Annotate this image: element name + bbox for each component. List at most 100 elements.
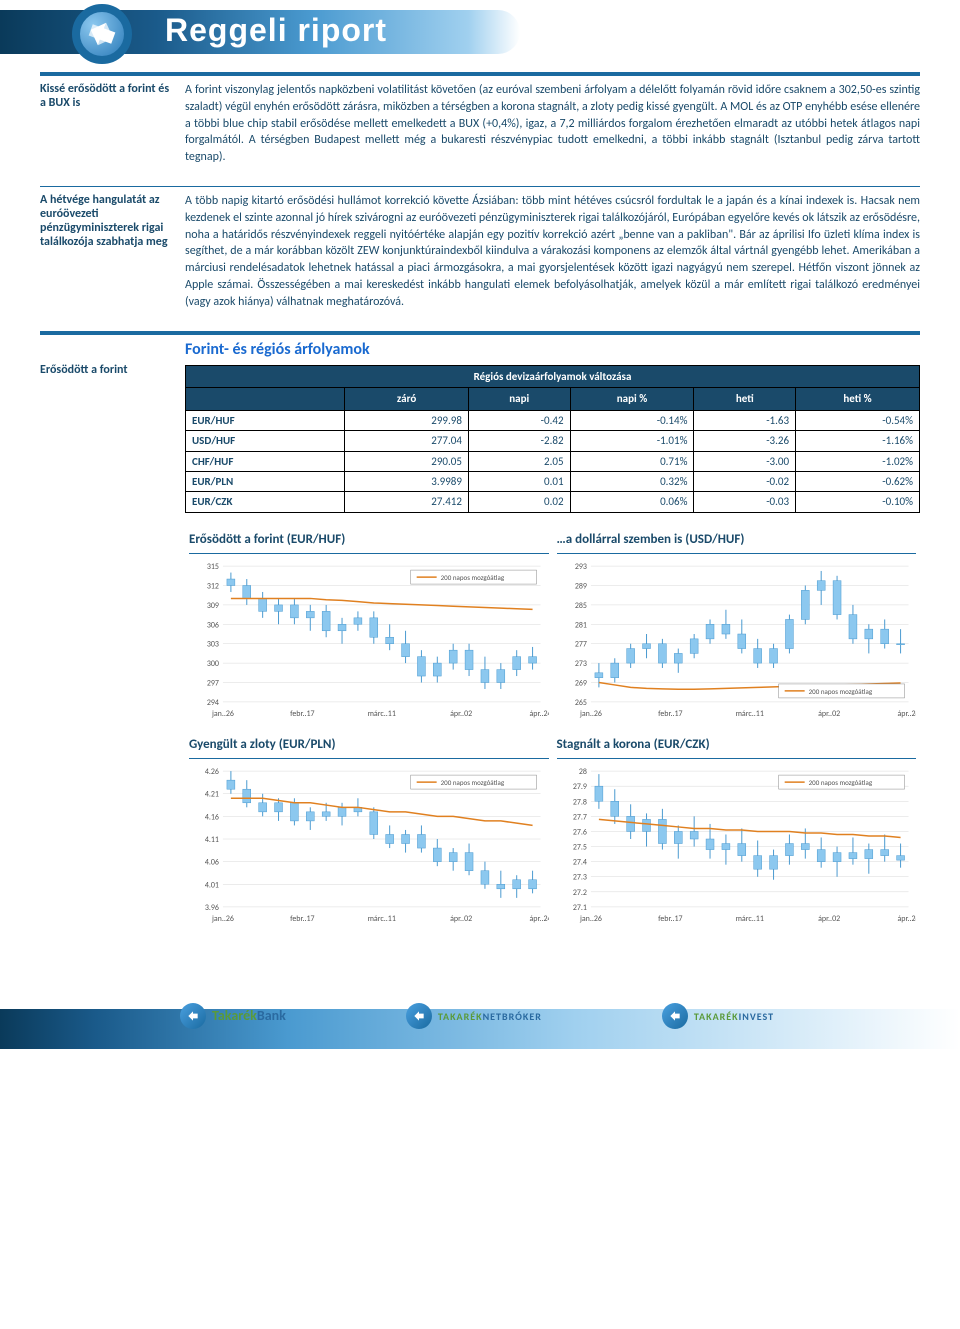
svg-text:269: 269 [574, 678, 586, 688]
table-cell: -0.02 [694, 471, 796, 491]
svg-text:ápr..24: ápr..24 [529, 914, 548, 924]
table-cell: -2.82 [468, 431, 570, 451]
brand3-b: INVEST [739, 1010, 775, 1023]
table-row: CHF/HUF290.052.050.71%-3.00-1.02% [186, 451, 920, 471]
footer-logo-3: TAKARÉKINVEST [662, 1003, 774, 1029]
section-label: Kissé erősödött a forint és a BUX is [40, 76, 185, 178]
brand1-b: Bank [257, 1007, 286, 1024]
svg-text:ápr..24: ápr..24 [897, 914, 916, 924]
arrow-icon [662, 1003, 688, 1029]
svg-text:ápr..02: ápr..02 [450, 914, 472, 924]
section-body: A forint viszonylag jelentős napközbeni … [185, 76, 920, 178]
svg-text:febr..17: febr..17 [658, 914, 682, 924]
table-row: EUR/PLN3.99890.010.32%-0.02-0.62% [186, 471, 920, 491]
svg-text:febr..17: febr..17 [290, 914, 314, 924]
svg-text:márc..11: márc..11 [368, 709, 396, 719]
svg-text:27.7: 27.7 [572, 812, 586, 822]
table-cell: CHF/HUF [186, 451, 345, 471]
table-cell: -1.01% [570, 431, 694, 451]
svg-text:300: 300 [207, 659, 219, 669]
table-cell: 0.02 [468, 492, 570, 512]
svg-text:281: 281 [574, 620, 586, 630]
svg-text:309: 309 [207, 601, 219, 611]
table-cell: -0.42 [468, 410, 570, 430]
table-cell: -1.02% [796, 451, 920, 471]
svg-text:ápr..24: ápr..24 [897, 709, 916, 719]
header-title: Reggeli riport [165, 12, 387, 49]
table-cell: -3.00 [694, 451, 796, 471]
fx-col-header: heti % [796, 388, 920, 410]
chart-title: Gyengült a zloty (EUR/PLN) [189, 734, 549, 759]
table-cell: 2.05 [468, 451, 570, 471]
svg-text:315: 315 [207, 562, 219, 572]
table-cell: 290.05 [345, 451, 469, 471]
table-cell: 27.412 [345, 492, 469, 512]
table-cell: -0.10% [796, 492, 920, 512]
footer: TakarékBank TAKARÉKNETBRÓKER TAKARÉKINVE… [0, 995, 960, 1055]
svg-text:27.4: 27.4 [572, 857, 586, 867]
fx-col-header: heti [694, 388, 796, 410]
svg-text:27.9: 27.9 [572, 782, 586, 792]
header-banner: Reggeli riport [0, 0, 960, 72]
svg-text:4.11: 4.11 [205, 835, 219, 845]
chart-title: Erősödött a forint (EUR/HUF) [189, 529, 549, 554]
footer-logo-2: TAKARÉKNETBRÓKER [406, 1003, 542, 1029]
svg-text:ápr..02: ápr..02 [818, 914, 840, 924]
table-cell: -0.14% [570, 410, 694, 430]
fx-table-header-title: Régiós devizaárfolyamok változása [186, 365, 920, 387]
fx-col-header: napi % [570, 388, 694, 410]
chart-svg: 294297300303306309312315jan..26febr..17m… [189, 560, 549, 720]
table-cell: -1.63 [694, 410, 796, 430]
svg-text:ápr..02: ápr..02 [450, 709, 472, 719]
table-cell: USD/HUF [186, 431, 345, 451]
svg-text:márc..11: márc..11 [368, 914, 396, 924]
svg-text:285: 285 [574, 601, 586, 611]
table-cell: EUR/PLN [186, 471, 345, 491]
table-cell: 299.98 [345, 410, 469, 430]
chart-title: …a dollárral szemben is (USD/HUF) [557, 529, 917, 554]
svg-text:jan..26: jan..26 [211, 914, 234, 924]
svg-text:200 napos mozgóátlag: 200 napos mozgóátlag [808, 687, 872, 696]
svg-text:27.2: 27.2 [572, 888, 586, 898]
brand2-b: NETBRÓKER [483, 1010, 542, 1023]
brand3-a: TAKARÉK [694, 1010, 739, 1023]
brand2-a: TAKARÉK [438, 1010, 483, 1023]
svg-text:27.3: 27.3 [572, 873, 586, 883]
svg-text:3.96: 3.96 [205, 903, 219, 913]
table-row: EUR/CZK27.4120.020.06%-0.03-0.10% [186, 492, 920, 512]
table-row: EUR/HUF299.98-0.42-0.14%-1.63-0.54% [186, 410, 920, 430]
table-cell: -3.26 [694, 431, 796, 451]
table-cell: -0.54% [796, 410, 920, 430]
table-cell: 0.06% [570, 492, 694, 512]
svg-text:306: 306 [207, 620, 219, 630]
svg-text:27.1: 27.1 [572, 903, 586, 913]
table-row: USD/HUF277.04-2.82-1.01%-3.26-1.16% [186, 431, 920, 451]
fx-col-header [186, 388, 345, 410]
svg-text:márc..11: márc..11 [735, 709, 763, 719]
chart-box: Gyengült a zloty (EUR/PLN)3.964.014.064.… [185, 730, 553, 935]
fx-col-header: napi [468, 388, 570, 410]
footer-logo-1: TakarékBank [180, 1003, 286, 1029]
svg-text:273: 273 [574, 659, 586, 669]
svg-text:28: 28 [578, 767, 586, 777]
svg-text:297: 297 [207, 678, 219, 688]
header-logo-icon [72, 4, 132, 64]
section-body: A több napig kitartó erősödési hullámot … [185, 187, 920, 323]
svg-text:200 napos mozgóátlag: 200 napos mozgóátlag [441, 778, 505, 787]
brand1-a: Takarék [212, 1007, 257, 1024]
table-cell: EUR/CZK [186, 492, 345, 512]
text-section: Kissé erősödött a forint és a BUX isA fo… [40, 72, 920, 178]
text-section: A hétvége hangulatát az euróövezeti pénz… [40, 186, 920, 323]
svg-text:jan..26: jan..26 [578, 914, 601, 924]
svg-text:303: 303 [207, 640, 219, 650]
table-cell: EUR/HUF [186, 410, 345, 430]
svg-text:289: 289 [574, 581, 586, 591]
svg-text:jan..26: jan..26 [211, 709, 234, 719]
svg-text:4.21: 4.21 [205, 790, 219, 800]
fx-col-header: záró [345, 388, 469, 410]
svg-text:265: 265 [574, 698, 586, 708]
svg-text:4.16: 4.16 [205, 812, 219, 822]
svg-text:jan..26: jan..26 [578, 709, 601, 719]
section-label: A hétvége hangulatát az euróövezeti pénz… [40, 187, 185, 323]
svg-text:27.5: 27.5 [572, 842, 586, 852]
